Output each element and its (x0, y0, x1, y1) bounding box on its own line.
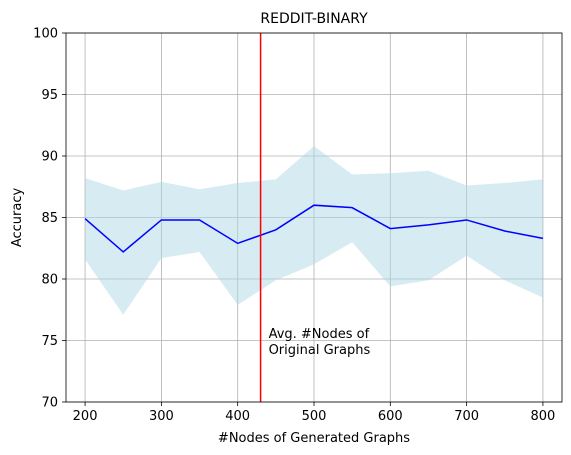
x-tick-label: 500 (302, 409, 327, 424)
y-tick-label: 100 (33, 27, 58, 42)
y-tick-label: 75 (41, 334, 58, 349)
x-tick-label: 600 (378, 409, 403, 424)
plot-frame (65, 32, 563, 403)
x-axis-ticks: 200 300 400 500 600 700 800 (73, 402, 556, 424)
y-axis-label: Accuracy (10, 188, 25, 248)
x-tick-label: 700 (454, 409, 479, 424)
y-tick-label: 70 (41, 396, 58, 411)
reference-label-line-2: Original Graphs (269, 343, 371, 358)
x-tick-label: 800 (531, 409, 556, 424)
y-tick-label: 90 (41, 150, 58, 165)
y-tick-label: 95 (41, 88, 58, 103)
x-tick-label: 400 (225, 409, 250, 424)
x-tick-label: 300 (149, 409, 174, 424)
y-tick-label: 80 (41, 273, 58, 288)
x-tick-label: 200 (73, 409, 98, 424)
chart-title: REDDIT-BINARY (260, 11, 368, 27)
y-tick-label: 85 (41, 211, 58, 226)
accuracy-series-line (84, 204, 544, 253)
reference-label-line-1: Avg. #Nodes of (269, 327, 370, 342)
x-axis-label: #Nodes of Generated Graphs (218, 431, 410, 446)
y-axis-ticks: 70 75 80 85 90 95 100 (33, 27, 66, 411)
confidence-band (85, 146, 543, 315)
